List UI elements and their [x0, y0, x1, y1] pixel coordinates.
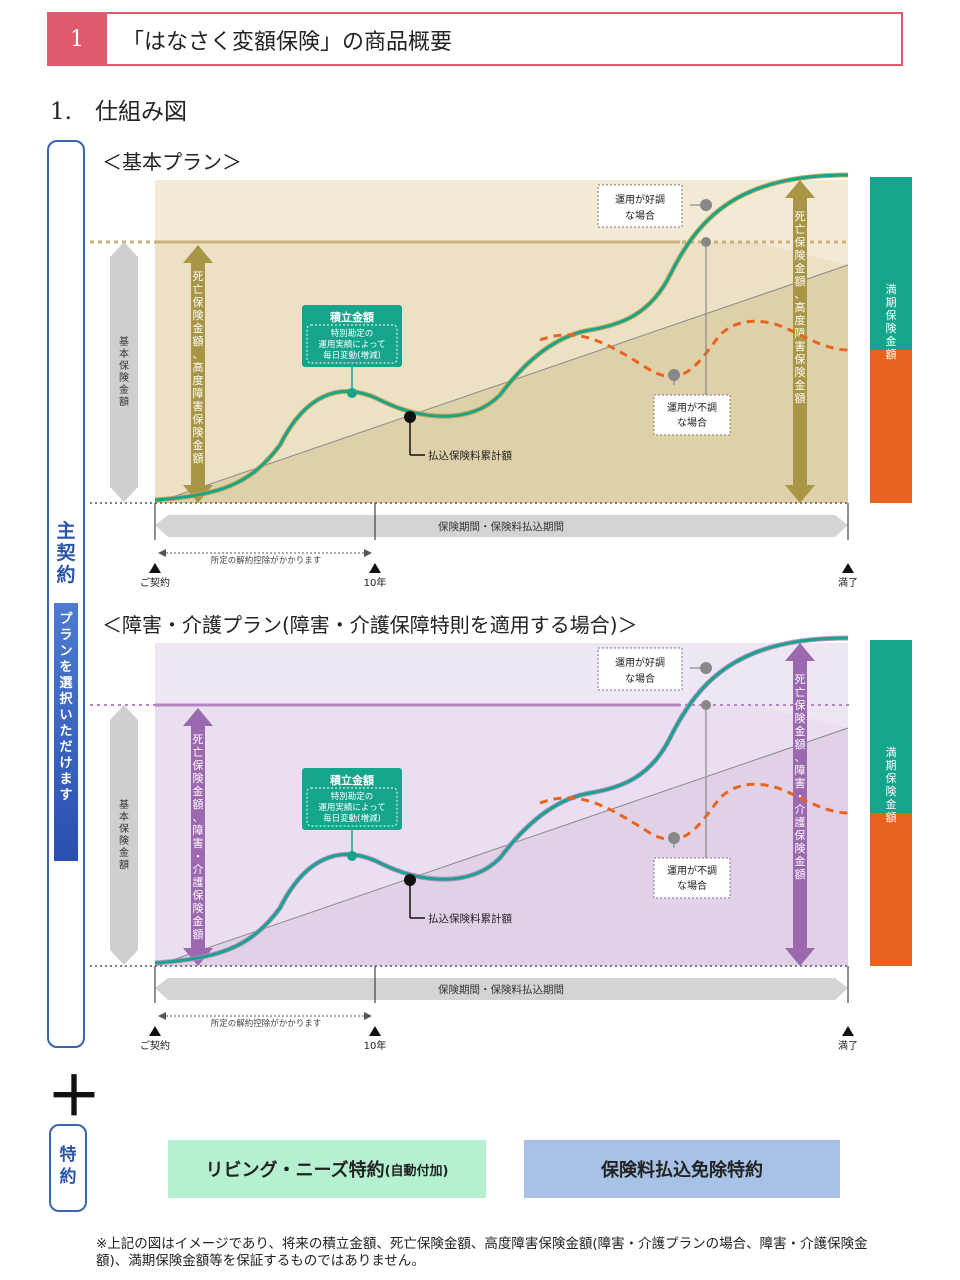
right-benefit-arrow: [785, 180, 815, 503]
plan-select-band: [54, 603, 78, 861]
svg-text:ご契約: ご契約: [140, 576, 170, 589]
svg-text:払込保険料累計額: 払込保険料累計額: [428, 449, 512, 462]
svg-text:払込保険料累計額: 払込保険料累計額: [428, 912, 512, 925]
right-benefit-label: 死亡保険金額、高度障害保険金額: [795, 210, 806, 405]
maturity-label: 満期保険金額: [886, 283, 897, 361]
svg-text:特別勘定の: 特別勘定の: [331, 328, 374, 339]
right-benefit-label: 死亡保険金額、障害・介護保険金額: [795, 673, 806, 881]
header-title: 「はなさく変額保険」の商品概要: [122, 30, 453, 55]
svg-text:特別勘定の: 特別勘定の: [331, 791, 374, 802]
right-benefit-arrow: [785, 643, 815, 966]
svg-text:運用実績によって: 運用実績によって: [318, 339, 385, 350]
maturity-bar-orange: [870, 813, 912, 966]
svg-text:所定の解約控除がかかります: 所定の解約控除がかかります: [211, 555, 322, 566]
svg-text:な場合: な場合: [625, 672, 655, 685]
svg-text:保険期間・保険料払込期間: 保険期間・保険料払込期間: [438, 520, 564, 533]
death-benefit-label: 死亡保険金額、障害・介護保険金額: [193, 733, 204, 941]
rider-label: 特約: [59, 1145, 77, 1187]
svg-text:な場合: な場合: [677, 416, 707, 429]
death-benefit-arrow: [183, 245, 213, 503]
bad-case-box: [653, 394, 731, 436]
svg-text:所定の解約控除がかかります: 所定の解約控除がかかります: [211, 1018, 322, 1029]
good-case-box: [597, 184, 683, 228]
living-needs-rider: リビング・ニーズ特約 (自動付加): [168, 1140, 486, 1198]
svg-text:満了: 満了: [838, 577, 858, 589]
plan-select-label: プランを選択いただけます: [59, 612, 73, 803]
living-needs-rider-note: (自動付加): [384, 1163, 449, 1179]
svg-text:積立金額: 積立金額: [329, 773, 374, 787]
basic-amount-arrow: [110, 242, 138, 502]
svg-text:運用が好調: 運用が好調: [615, 656, 665, 669]
svg-text:な場合: な場合: [677, 879, 707, 892]
accumulated-curve: [154, 173, 849, 502]
basic-amount-label: 基本保険金額: [119, 335, 129, 408]
plus-icon: ＋: [47, 1065, 101, 1128]
svg-text:運用が好調: 運用が好調: [615, 193, 665, 206]
footnote: ※上記の図はイメージであり、将来の積立金額、死亡保険金額、高度障害保険金額(障害…: [96, 1236, 868, 1269]
rider-frame: [49, 1124, 87, 1212]
bad-case-box: [653, 857, 731, 899]
main-contract-label: 主契約: [56, 520, 76, 586]
section-title: 1. 仕組み図: [50, 99, 187, 125]
svg-text:運用実績によって: 運用実績によって: [318, 802, 385, 813]
accumulated-callout: [302, 768, 402, 830]
period-bar: [155, 515, 848, 537]
svg-text:運用が不調: 運用が不調: [667, 401, 717, 414]
svg-text:積立金額: 積立金額: [329, 310, 374, 324]
accumulated-curve: [154, 636, 849, 965]
basic-amount-arrow: [110, 705, 138, 965]
basic-amount-label: 基本保険金額: [119, 798, 129, 871]
maturity-bar-orange: [870, 350, 912, 503]
maturity-label: 満期保険金額: [886, 746, 897, 824]
main-contract-frame: [47, 140, 85, 1048]
svg-text:な場合: な場合: [625, 209, 655, 222]
svg-text:保険期間・保険料払込期間: 保険期間・保険料払込期間: [438, 983, 564, 996]
svg-text:ご契約: ご契約: [140, 1039, 170, 1052]
premium-waiver-rider: 保険料払込免除特約: [524, 1140, 840, 1198]
svg-text:10年: 10年: [364, 1039, 387, 1052]
plan-title: ＜障害・介護プラン(障害・介護保障特則を適用する場合)＞: [102, 613, 638, 637]
death-benefit-label: 死亡保険金額、高度障害保険金額: [193, 270, 204, 465]
svg-text:10年: 10年: [364, 576, 387, 589]
maturity-bar-teal: [870, 177, 912, 350]
maturity-bar-teal: [870, 640, 912, 813]
living-needs-rider-label: リビング・ニーズ特約: [205, 1160, 385, 1181]
header-number: 1: [47, 12, 107, 66]
header-box: [47, 12, 903, 66]
disability-plan-diagram: ＜障害・介護プラン(障害・介護保障特則を適用する場合)＞ 基本保険金額 死亡保険…: [90, 613, 912, 1052]
plan-title: ＜基本プラン＞: [102, 150, 242, 174]
period-bar: [155, 978, 848, 1000]
svg-text:満了: 満了: [838, 1040, 858, 1052]
basic-plan-diagram: ＜基本プラン＞ 基本保険金額 死亡保険金額、高度障害保険金額 死亡保険金額、高度…: [90, 150, 912, 589]
svg-text:毎日変動(増減): 毎日変動(増減): [323, 813, 381, 824]
svg-text:毎日変動(増減): 毎日変動(増減): [323, 350, 381, 361]
accumulated-callout: [302, 305, 402, 367]
svg-text:運用が不調: 運用が不調: [667, 864, 717, 877]
good-case-box: [597, 647, 683, 691]
death-benefit-arrow: [183, 708, 213, 966]
